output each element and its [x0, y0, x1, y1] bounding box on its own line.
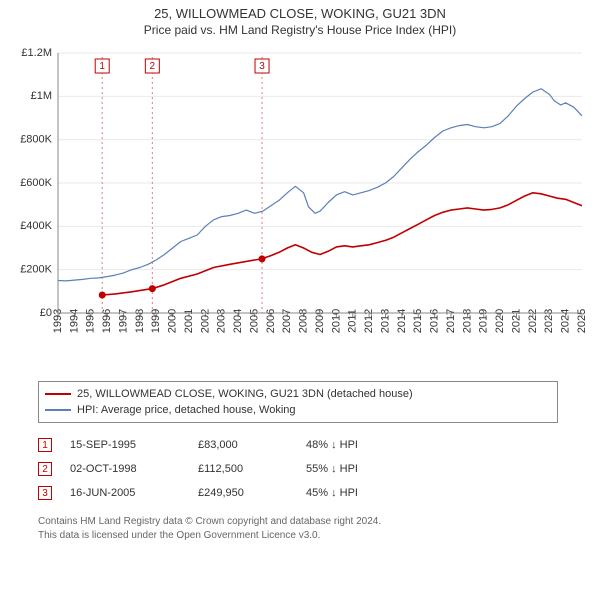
- sale-delta: 48% ↓ HPI: [306, 439, 426, 451]
- sale-marker: 2: [38, 462, 52, 476]
- sale-marker: 1: [38, 438, 52, 452]
- legend-label: HPI: Average price, detached house, Woki…: [77, 402, 296, 418]
- svg-text:2021: 2021: [510, 309, 522, 333]
- svg-text:2025: 2025: [576, 309, 588, 333]
- svg-text:2008: 2008: [298, 309, 310, 333]
- svg-text:£0: £0: [40, 307, 52, 319]
- legend-label: 25, WILLOWMEAD CLOSE, WOKING, GU21 3DN (…: [77, 386, 413, 402]
- chart-container: 25, WILLOWMEAD CLOSE, WOKING, GU21 3DN P…: [0, 0, 600, 552]
- footer-line-2: This data is licensed under the Open Gov…: [38, 529, 558, 543]
- footer-line-1: Contains HM Land Registry data © Crown c…: [38, 515, 558, 529]
- legend-row: 25, WILLOWMEAD CLOSE, WOKING, GU21 3DN (…: [45, 386, 551, 402]
- sale-delta: 45% ↓ HPI: [306, 487, 426, 499]
- sale-price: £112,500: [198, 463, 288, 475]
- svg-text:1996: 1996: [101, 309, 113, 333]
- svg-text:2020: 2020: [494, 309, 506, 333]
- svg-text:2017: 2017: [445, 309, 457, 333]
- svg-text:2012: 2012: [363, 309, 375, 333]
- svg-text:£1M: £1M: [31, 90, 52, 102]
- svg-text:1: 1: [99, 61, 105, 72]
- svg-text:2022: 2022: [527, 309, 539, 333]
- svg-text:2003: 2003: [216, 309, 228, 333]
- svg-text:2000: 2000: [167, 309, 179, 333]
- svg-text:1998: 1998: [134, 309, 146, 333]
- chart-legend: 25, WILLOWMEAD CLOSE, WOKING, GU21 3DN (…: [38, 381, 558, 423]
- svg-text:2001: 2001: [183, 309, 195, 333]
- sales-table: 1 15-SEP-1995 £83,000 48% ↓ HPI 2 02-OCT-1998…: [38, 433, 558, 505]
- chart-title: 25, WILLOWMEAD CLOSE, WOKING, GU21 3DN: [10, 6, 590, 21]
- svg-text:2016: 2016: [429, 309, 441, 333]
- line-chart-svg: £0£200K£400K£600K£800K£1M£1.2M1993199419…: [10, 43, 590, 373]
- svg-text:£800K: £800K: [20, 134, 52, 146]
- svg-text:3: 3: [259, 61, 265, 72]
- sale-date: 16-JUN-2005: [70, 487, 180, 499]
- chart-subtitle: Price paid vs. HM Land Registry's House …: [10, 23, 590, 37]
- sales-row: 2 02-OCT-1998 £112,500 55% ↓ HPI: [38, 457, 558, 481]
- title-block: 25, WILLOWMEAD CLOSE, WOKING, GU21 3DN P…: [10, 6, 590, 37]
- sale-date: 15-SEP-1995: [70, 439, 180, 451]
- legend-row: HPI: Average price, detached house, Woki…: [45, 402, 551, 418]
- sale-date: 02-OCT-1998: [70, 463, 180, 475]
- sale-delta: 55% ↓ HPI: [306, 463, 426, 475]
- svg-text:2: 2: [150, 61, 156, 72]
- svg-text:2023: 2023: [543, 309, 555, 333]
- sales-row: 3 16-JUN-2005 £249,950 45% ↓ HPI: [38, 481, 558, 505]
- svg-text:2006: 2006: [265, 309, 277, 333]
- svg-text:1994: 1994: [68, 309, 80, 333]
- svg-text:1997: 1997: [117, 309, 129, 333]
- svg-text:2009: 2009: [314, 309, 326, 333]
- svg-text:2010: 2010: [330, 309, 342, 333]
- svg-text:£400K: £400K: [20, 220, 52, 232]
- svg-text:2015: 2015: [412, 309, 424, 333]
- legend-swatch: [45, 393, 71, 395]
- svg-text:2018: 2018: [461, 309, 473, 333]
- svg-text:2007: 2007: [281, 309, 293, 333]
- sale-marker: 3: [38, 486, 52, 500]
- legend-swatch: [45, 409, 71, 411]
- sale-price: £249,950: [198, 487, 288, 499]
- svg-text:£200K: £200K: [20, 264, 52, 276]
- svg-text:£1.2M: £1.2M: [21, 47, 52, 59]
- svg-text:£600K: £600K: [20, 177, 52, 189]
- svg-text:1995: 1995: [85, 309, 97, 333]
- svg-text:2024: 2024: [560, 309, 572, 333]
- sales-row: 1 15-SEP-1995 £83,000 48% ↓ HPI: [38, 433, 558, 457]
- svg-text:2019: 2019: [478, 309, 490, 333]
- svg-text:2013: 2013: [379, 309, 391, 333]
- svg-text:2004: 2004: [232, 309, 244, 333]
- chart-footer: Contains HM Land Registry data © Crown c…: [38, 515, 558, 542]
- svg-text:2002: 2002: [199, 309, 211, 333]
- chart-plot: £0£200K£400K£600K£800K£1M£1.2M1993199419…: [10, 43, 590, 373]
- sale-price: £83,000: [198, 439, 288, 451]
- svg-text:2014: 2014: [396, 309, 408, 333]
- svg-text:2005: 2005: [248, 309, 260, 333]
